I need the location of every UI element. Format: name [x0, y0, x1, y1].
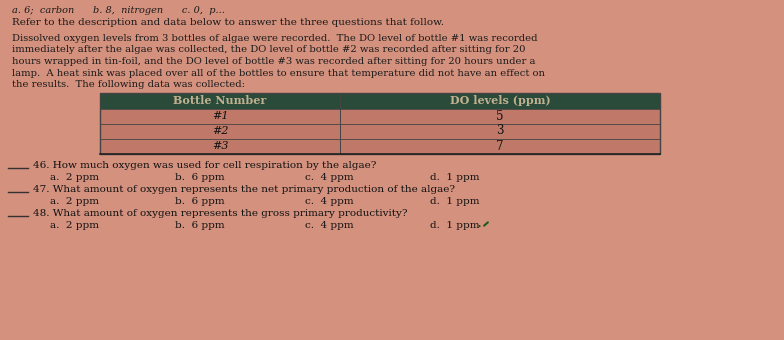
Text: c.  4 ppm: c. 4 ppm — [305, 172, 354, 182]
Text: b.  6 ppm: b. 6 ppm — [175, 221, 225, 230]
Text: a.  2 ppm: a. 2 ppm — [50, 197, 99, 205]
Text: 3: 3 — [496, 124, 504, 137]
Bar — [100, 123, 660, 138]
Bar — [100, 108, 660, 123]
Text: #3: #3 — [212, 141, 228, 151]
Text: immediately after the algae was collected, the DO level of bottle #2 was recorde: immediately after the algae was collecte… — [12, 46, 525, 54]
Text: a.  2 ppm: a. 2 ppm — [50, 172, 99, 182]
Bar — [100, 92, 660, 153]
Text: b.  6 ppm: b. 6 ppm — [175, 172, 225, 182]
Text: the results.  The following data was collected:: the results. The following data was coll… — [12, 80, 245, 89]
Text: Dissolved oxygen levels from 3 bottles of algae were recorded.  The DO level of : Dissolved oxygen levels from 3 bottles o… — [12, 34, 538, 43]
Text: 5: 5 — [496, 109, 504, 122]
Text: hours wrapped in tin-foil, and the DO level of bottle #3 was recorded after sitt: hours wrapped in tin-foil, and the DO le… — [12, 57, 535, 66]
Text: b.  6 ppm: b. 6 ppm — [175, 197, 225, 205]
Text: c.  4 ppm: c. 4 ppm — [305, 221, 354, 230]
Text: d.  1 ppm: d. 1 ppm — [430, 197, 480, 205]
Text: Bottle Number: Bottle Number — [173, 95, 267, 106]
Text: 48. What amount of oxygen represents the gross primary productivity?: 48. What amount of oxygen represents the… — [33, 208, 408, 218]
Text: d.  1 ppm: d. 1 ppm — [430, 172, 480, 182]
Text: a. 6;  carbon      b. 8,  nitrogen      c. 0,  p...: a. 6; carbon b. 8, nitrogen c. 0, p... — [12, 6, 225, 15]
Text: 46. How much oxygen was used for cell respiration by the algae?: 46. How much oxygen was used for cell re… — [33, 160, 376, 170]
Text: #1: #1 — [212, 111, 228, 121]
Text: c.  4 ppm: c. 4 ppm — [305, 197, 354, 205]
Text: a.  2 ppm: a. 2 ppm — [50, 221, 99, 230]
Text: 47. What amount of oxygen represents the net primary production of the algae?: 47. What amount of oxygen represents the… — [33, 185, 455, 193]
Text: Refer to the description and data below to answer the three questions that follo: Refer to the description and data below … — [12, 18, 444, 27]
Text: #2: #2 — [212, 126, 228, 136]
Text: d.  1 ppm: d. 1 ppm — [430, 221, 480, 230]
Text: DO levels (ppm): DO levels (ppm) — [450, 95, 550, 106]
Bar — [100, 92, 660, 108]
Bar — [100, 138, 660, 153]
Text: 7: 7 — [496, 139, 504, 153]
Text: lamp.  A heat sink was placed over all of the bottles to ensure that temperature: lamp. A heat sink was placed over all of… — [12, 68, 545, 78]
